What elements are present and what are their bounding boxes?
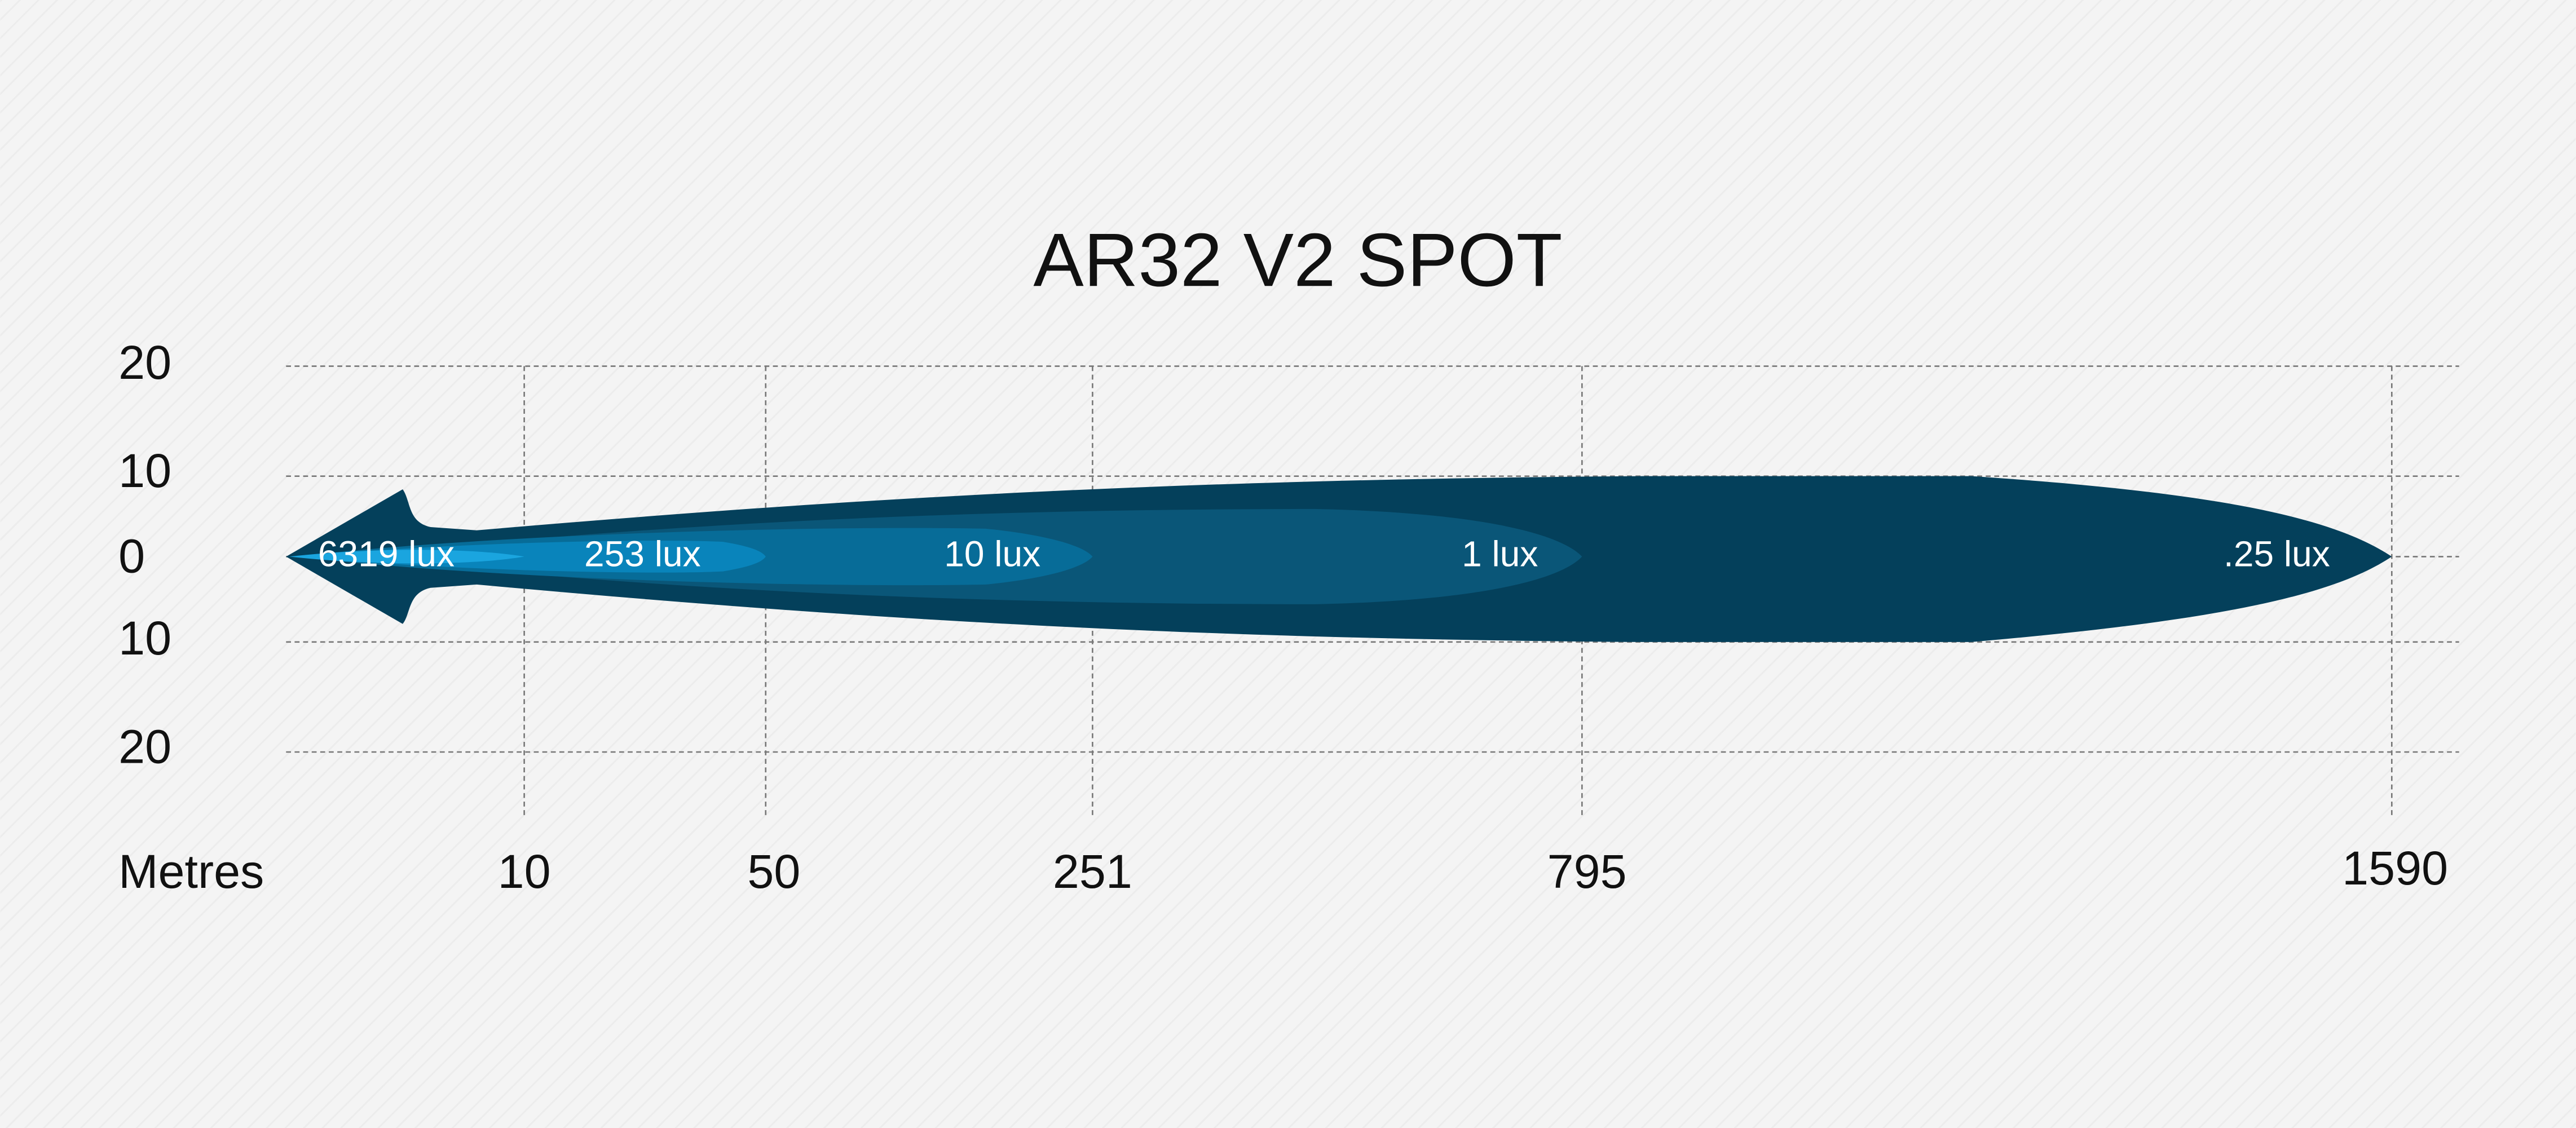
y-label: 10 bbox=[118, 612, 171, 665]
x-label: 10 bbox=[498, 845, 551, 898]
beam-zone bbox=[292, 541, 766, 573]
x-axis-title: Metres bbox=[118, 845, 264, 898]
y-label: 20 bbox=[118, 720, 171, 773]
zone-label: 253 lux bbox=[584, 533, 701, 574]
zone-label: 1 lux bbox=[1462, 533, 1538, 574]
title: AR32 V2 SPOT bbox=[1033, 218, 1562, 302]
zone-label: 10 lux bbox=[944, 533, 1040, 574]
x-label: 251 bbox=[1053, 845, 1132, 898]
y-label: 20 bbox=[118, 336, 171, 389]
y-label: 10 bbox=[118, 444, 171, 497]
x-label: 1590 bbox=[2342, 842, 2448, 895]
zone-label: .25 lux bbox=[2224, 533, 2330, 574]
beam bbox=[286, 476, 2392, 642]
x-label: 50 bbox=[747, 845, 800, 898]
zone-label: 6319 lux bbox=[318, 533, 455, 574]
beam-zone bbox=[289, 550, 524, 564]
x-label: 795 bbox=[1547, 845, 1627, 898]
y-label: 0 bbox=[118, 530, 145, 583]
